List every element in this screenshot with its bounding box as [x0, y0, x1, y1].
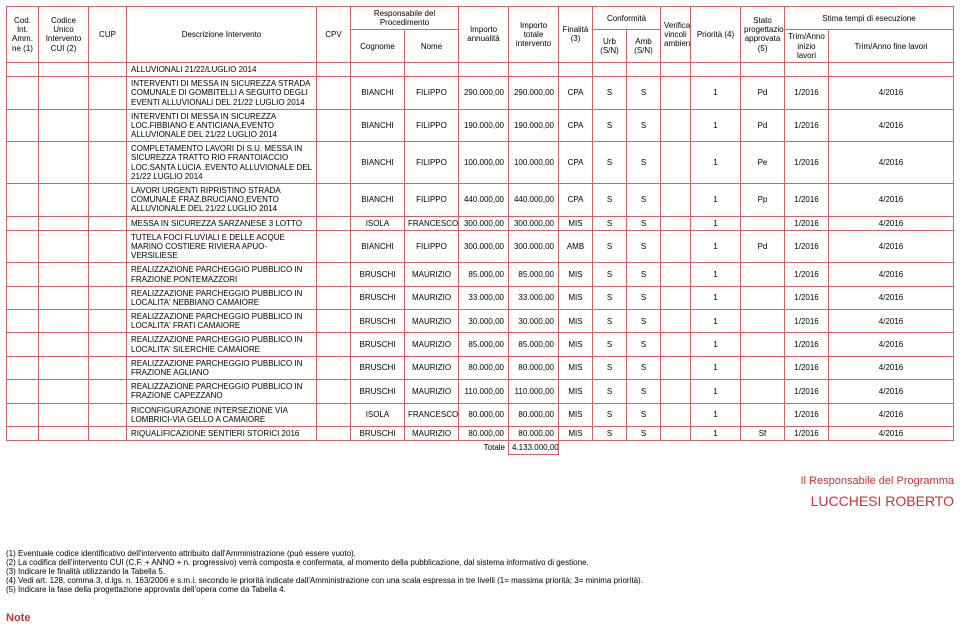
- col-verifica: Verifica vincoli ambientali: [661, 7, 691, 63]
- table-row: REALIZZAZIONE PARCHEGGIO PUBBLICO IN LOC…: [7, 333, 954, 356]
- total-label: Totale: [7, 441, 509, 455]
- col-nome: Nome: [405, 30, 459, 63]
- cell-desc: MESSA IN SICUREZZA SARZANESE 3 LOTTO: [127, 216, 317, 230]
- col-ann: Importo annualità: [459, 7, 509, 63]
- cell-desc: RIQUALIFICAZIONE SENTIERI STORICI 2016: [127, 426, 317, 440]
- col-t2: Trim/Anno fine lavori: [829, 30, 954, 63]
- col-amb: Amb (S/N): [627, 30, 661, 63]
- cell-desc: COMPLETAMENTO LAVORI DI S.U. MESSA IN SI…: [127, 142, 317, 184]
- total-value: 4.133.000,00: [509, 441, 559, 455]
- cell-desc: REALIZZAZIONE PARCHEGGIO PUBBLICO IN FRA…: [127, 380, 317, 403]
- cell-desc: LAVORI URGENTI RIPRISTINO STRADA COMUNAL…: [127, 184, 317, 217]
- col-cpv: CPV: [317, 7, 351, 63]
- col-responsabile: Responsabile del Procedimento: [351, 7, 459, 30]
- cell-desc: REALIZZAZIONE PARCHEGGIO PUBBLICO IN LOC…: [127, 310, 317, 333]
- table-row: MESSA IN SICUREZZA SARZANESE 3 LOTTOISOL…: [7, 216, 954, 230]
- cell-desc: INTERVENTI DI MESSA IN SICUREZZA STRADA …: [127, 77, 317, 110]
- table-row: TUTELA FOCI FLUVIALI E DELLE ACQUE MARIN…: [7, 230, 954, 263]
- cell-desc: RICONFIGURAZIONE INTERSEZIONE VIA LOMBRI…: [127, 403, 317, 426]
- responsabile-label: Il Responsabile del Programma: [6, 475, 954, 487]
- table-row: INTERVENTI DI MESSA IN SICUREZZA LOC.FIB…: [7, 109, 954, 142]
- cell-desc: REALIZZAZIONE PARCHEGGIO PUBBLICO IN LOC…: [127, 333, 317, 356]
- cell-desc: REALIZZAZIONE PARCHEGGIO PUBBLICO IN LOC…: [127, 286, 317, 309]
- cell-desc: REALIZZAZIONE PARCHEGGIO PUBBLICO IN FRA…: [127, 356, 317, 379]
- table-body: ALLUVIONALI 21/22/LUGLIO 2014INTERVENTI …: [7, 62, 954, 454]
- col-conf: Conformità: [593, 7, 661, 30]
- table-row: INTERVENTI DI MESSA IN SICUREZZA STRADA …: [7, 77, 954, 110]
- cell-desc: TUTELA FOCI FLUVIALI E DELLE ACQUE MARIN…: [127, 230, 317, 263]
- table-row: REALIZZAZIONE PARCHEGGIO PUBBLICO IN LOC…: [7, 310, 954, 333]
- col-fin: Finalità (3): [559, 7, 593, 63]
- table-row: REALIZZAZIONE PARCHEGGIO PUBBLICO IN FRA…: [7, 380, 954, 403]
- interventions-table: Cod. Int. Amm. ne (1) Codice Unico Inter…: [6, 6, 954, 455]
- table-row: RICONFIGURAZIONE INTERSEZIONE VIA LOMBRI…: [7, 403, 954, 426]
- table-row: REALIZZAZIONE PARCHEGGIO PUBBLICO IN LOC…: [7, 286, 954, 309]
- col-pri: Priorità (4): [691, 7, 741, 63]
- col-cup: CUP: [89, 7, 127, 63]
- cell-desc: REALIZZAZIONE PARCHEGGIO PUBBLICO IN FRA…: [127, 263, 317, 286]
- table-row: COMPLETAMENTO LAVORI DI S.U. MESSA IN SI…: [7, 142, 954, 184]
- col-cui: Codice Unico Intervento CUI (2): [39, 7, 89, 63]
- table-row: RIQUALIFICAZIONE SENTIERI STORICI 2016BR…: [7, 426, 954, 440]
- footnote-line: (5) Indicare la fase della progettazione…: [6, 585, 954, 594]
- group-header: ALLUVIONALI 21/22/LUGLIO 2014: [127, 62, 317, 76]
- col-stima: Stima tempi di esecuzione: [785, 7, 954, 30]
- footnotes: (1) Eventuale codice identificativo dell…: [6, 549, 954, 594]
- note-header: Note: [6, 612, 954, 624]
- table-header: Cod. Int. Amm. ne (1) Codice Unico Inter…: [7, 7, 954, 63]
- col-cod-int-amm: Cod. Int. Amm. ne (1): [7, 7, 39, 63]
- responsabile-block: Il Responsabile del Programma LUCCHESI R…: [6, 475, 954, 509]
- col-stato: Stato progettazione approvata (5): [741, 7, 785, 63]
- total-row: Totale4.133.000,00: [7, 441, 954, 455]
- table-row: LAVORI URGENTI RIPRISTINO STRADA COMUNAL…: [7, 184, 954, 217]
- footnote-line: (4) Vedi art. 128, comma 3, d.lgs. n. 16…: [6, 576, 954, 585]
- table-row: REALIZZAZIONE PARCHEGGIO PUBBLICO IN FRA…: [7, 263, 954, 286]
- col-t1: Trim/Anno inizio lavori: [785, 30, 829, 63]
- col-desc: Descrizione Intervento: [127, 7, 317, 63]
- footnote-line: (1) Eventuale codice identificativo dell…: [6, 549, 954, 558]
- cell-desc: INTERVENTI DI MESSA IN SICUREZZA LOC.FIB…: [127, 109, 317, 142]
- col-tot: Importo totale intervento: [509, 7, 559, 63]
- footnote-line: (3) Indicare le finalità utilizzando la …: [6, 567, 954, 576]
- table-row: REALIZZAZIONE PARCHEGGIO PUBBLICO IN FRA…: [7, 356, 954, 379]
- responsabile-name: LUCCHESI ROBERTO: [6, 493, 954, 509]
- col-urb: Urb (S/N): [593, 30, 627, 63]
- col-cognome: Cognome: [351, 30, 405, 63]
